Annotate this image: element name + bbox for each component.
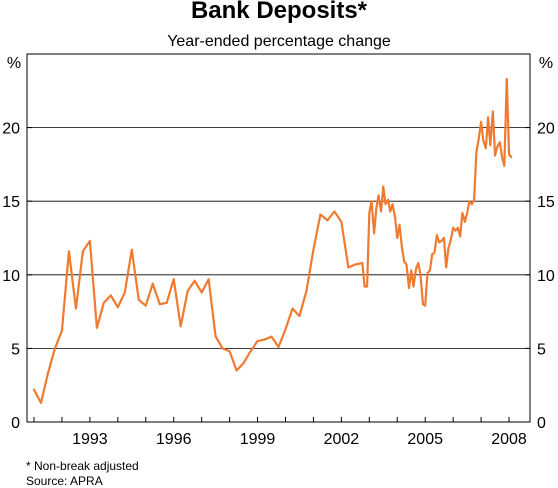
y-tick-label-left-0: 0: [11, 415, 20, 432]
y-tick-label-right-15: 15: [537, 194, 555, 211]
y-tick-label-right-20: 20: [537, 121, 555, 138]
y-tick-label-right-0: 0: [537, 415, 546, 432]
series-layer: [32, 77, 513, 404]
x-tick-label-2008: 2008: [491, 431, 527, 448]
x-tick-label-2002: 2002: [324, 431, 360, 448]
y-tick-label-right-10: 10: [537, 268, 555, 285]
y-axis-unit-right: %: [539, 55, 553, 72]
source-note: Source: APRA: [26, 474, 103, 488]
y-tick-label-right-5: 5: [537, 341, 546, 358]
chart-subtitle: Year-ended percentage change: [167, 33, 391, 50]
series-line-0: [32, 77, 513, 404]
y-tick-label-left-10: 10: [2, 268, 20, 285]
x-tick-label-1996: 1996: [156, 431, 192, 448]
x-tick-label-1999: 1999: [240, 431, 276, 448]
axis-ticks: 0 0 5 5 10 10 15 15 20 20 1993 1996 1999 2002 2005 2008: [2, 121, 555, 448]
chart-title: Bank Deposits*: [191, 0, 368, 24]
footnote: * Non-break adjusted: [26, 459, 139, 473]
x-tick-label-2005: 2005: [407, 431, 443, 448]
y-tick-label-left-15: 15: [2, 194, 20, 211]
gridlines: [27, 127, 530, 349]
y-axis-unit-left: %: [7, 55, 21, 72]
y-tick-label-left-5: 5: [11, 341, 20, 358]
x-tick-label-1993: 1993: [72, 431, 108, 448]
y-tick-label-left-20: 20: [2, 121, 20, 138]
plot-frame: [26, 53, 531, 423]
